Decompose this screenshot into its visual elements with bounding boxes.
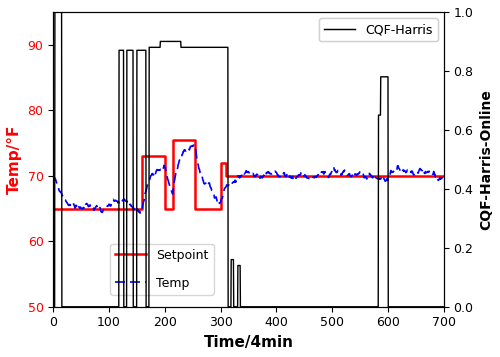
X-axis label: Time/4min: Time/4min (204, 335, 294, 350)
Setpoint (162, 154, 168, 158)
Legend: Setpoint, Temp: Setpoint, Temp (110, 243, 214, 295)
Line: Temp: Temp (53, 145, 444, 213)
CQF-Harris (339, 305, 345, 309)
Setpoint (218, 161, 224, 165)
Temp (212, 196, 218, 200)
Setpoint (192, 137, 198, 142)
Temp (138, 211, 143, 215)
Temp (441, 174, 447, 178)
Setpoint (223, 161, 229, 165)
Line: Setpoint: Setpoint (53, 140, 444, 208)
Temp (386, 176, 392, 180)
Line: CQF-Harris: CQF-Harris (53, 12, 444, 307)
CQF-Harris (404, 305, 409, 309)
Setpoint (140, 206, 145, 211)
CQF-Harris (252, 305, 258, 309)
Y-axis label: Temp/°F: Temp/°F (7, 125, 22, 194)
Temp (114, 199, 120, 203)
Setpoint (170, 137, 176, 142)
CQF-Harris (64, 305, 70, 309)
Setpoint (192, 206, 198, 211)
Y-axis label: CQF-Harris-Online: CQF-Harris-Online (479, 89, 493, 230)
Temp (50, 174, 56, 178)
Temp (366, 174, 372, 178)
Setpoint (162, 206, 168, 211)
Setpoint (67, 206, 73, 211)
Setpoint (90, 206, 96, 211)
CQF-Harris (74, 305, 80, 309)
Temp (192, 142, 198, 147)
Legend: CQF-Harris: CQF-Harris (319, 18, 438, 41)
CQF-Harris (52, 10, 58, 14)
Setpoint (170, 206, 176, 211)
CQF-Harris (422, 305, 428, 309)
CQF-Harris (50, 305, 56, 309)
Temp (110, 199, 116, 203)
CQF-Harris (441, 305, 447, 309)
Setpoint (140, 154, 145, 158)
Setpoint (218, 206, 224, 211)
Setpoint (441, 174, 447, 178)
Setpoint (50, 206, 56, 211)
Temp (337, 171, 343, 176)
Setpoint (223, 174, 229, 178)
